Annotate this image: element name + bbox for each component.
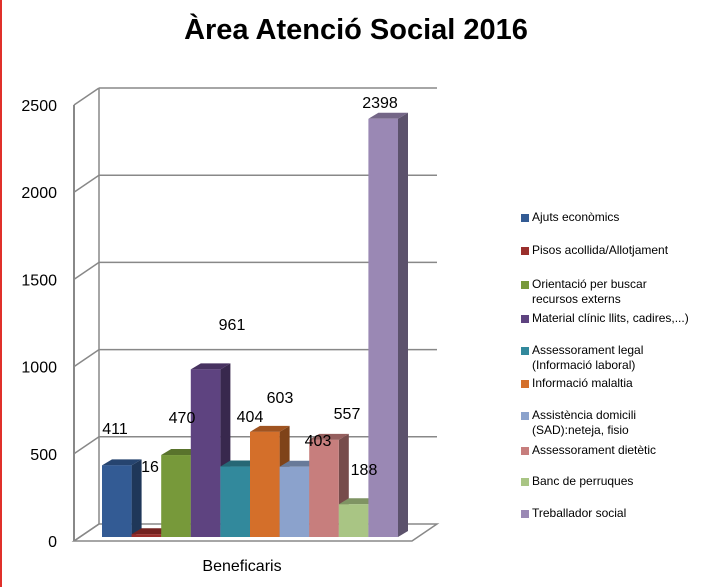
- bar: [102, 465, 132, 537]
- legend-swatch: [521, 447, 529, 455]
- data-label: 16: [141, 459, 159, 476]
- y-tick-label: 2500: [21, 98, 57, 115]
- legend-swatch: [521, 214, 529, 222]
- legend-swatch: [521, 510, 529, 518]
- gridline-side: [73, 523, 100, 542]
- bar-top: [250, 425, 290, 432]
- legend-label: Banc de perruques: [532, 474, 634, 488]
- data-label: 470: [169, 410, 196, 427]
- legend-label: Orientació per buscar recursos externs: [532, 277, 647, 306]
- bar-top: [190, 363, 231, 370]
- bar: [279, 466, 310, 537]
- bar: [220, 466, 250, 537]
- legend-swatch: [521, 347, 529, 355]
- y-tick-label: 500: [30, 447, 57, 464]
- bar-side: [131, 459, 142, 537]
- legend-label: Informació malaltia: [532, 376, 633, 390]
- y-tick-label: 1000: [21, 360, 57, 377]
- legend-swatch: [521, 281, 529, 289]
- legend-label: Pisos acollida/Allotjament: [532, 243, 669, 257]
- legend-label: Assessorament legal (Informació laboral): [532, 343, 644, 372]
- legend-label: Material clínic llits, cadires,...): [532, 311, 689, 325]
- bar-top: [368, 112, 408, 119]
- gridline-side: [73, 261, 100, 281]
- legend-swatch: [521, 478, 529, 486]
- bar-top: [309, 433, 349, 440]
- bar: [309, 439, 339, 537]
- gridline-side: [73, 436, 100, 455]
- x-axis-label: Beneficaris: [202, 558, 281, 575]
- bar-top: [102, 459, 142, 466]
- legend-swatch: [521, 412, 529, 420]
- gridline-side: [73, 87, 100, 106]
- data-label: 411: [102, 421, 128, 438]
- legend-label: Ajuts econòmics: [532, 210, 620, 224]
- data-label: 2398: [362, 95, 398, 112]
- chart-title: Àrea Atenció Social 2016: [184, 14, 528, 46]
- legend-swatch: [521, 380, 529, 388]
- data-label: 961: [219, 317, 246, 334]
- legend-label: Assistència domicili (SAD):neteja, fisio: [532, 408, 637, 437]
- bar-side: [398, 112, 408, 537]
- legend-label: Assessorament dietètic: [532, 443, 657, 457]
- gridline-side: [73, 174, 100, 193]
- data-label: 403: [305, 433, 332, 450]
- bar: [131, 534, 162, 537]
- gridline-side: [73, 348, 100, 368]
- legend-swatch: [521, 315, 529, 323]
- bar: [190, 369, 221, 537]
- bar: [250, 431, 280, 537]
- data-label: 603: [267, 390, 294, 407]
- y-tick-label: 0: [48, 534, 57, 551]
- legend-swatch: [521, 247, 529, 255]
- data-label: 557: [334, 406, 361, 423]
- legend-label: Treballador social: [532, 506, 627, 520]
- bar: [161, 455, 191, 537]
- y-tick-label: 1500: [21, 272, 57, 289]
- y-tick-label: 2000: [21, 185, 57, 202]
- data-label: 188: [351, 462, 378, 479]
- bar: [368, 118, 398, 537]
- data-label: 404: [237, 409, 264, 426]
- bar: [338, 504, 369, 537]
